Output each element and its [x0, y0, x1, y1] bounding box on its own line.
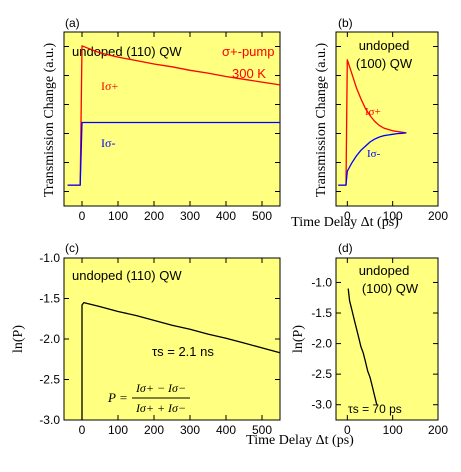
panel-a-plot-area — [63, 31, 281, 207]
formula-lhs: P = — [107, 390, 128, 405]
panel-b-series-label-sigma-minus: Iσ- — [367, 148, 381, 160]
panel-a-series-1-line — [67, 121, 280, 186]
formula-denominator: Iσ+ + Iσ− — [135, 401, 186, 415]
panel-b-series-1-line — [338, 132, 407, 186]
panel-b-annotation-line-1: undoped — [359, 38, 410, 53]
panel-d-plot-area — [335, 257, 439, 421]
panel-c: (c) undoped (110) QW τs = 2.1 ns P = Iσ+… — [11, 241, 281, 421]
panel-c-xtick-label: 400 — [216, 423, 236, 437]
panel-d-ytick-label: -2.0 — [311, 337, 332, 351]
panel-b-label: (b) — [338, 16, 353, 30]
panel-d-ytick-label: -2.5 — [311, 367, 332, 381]
panel-c-ytick-label: -2.5 — [39, 373, 60, 387]
panel-d-xtick-label: 0 — [344, 423, 351, 437]
panel-b-xtick-label: 0 — [344, 209, 351, 223]
panel-c-ytick-label: -3.0 — [39, 413, 60, 427]
panel-c-xtick-label: 300 — [180, 423, 200, 437]
panel-c-ytick-label: -2.0 — [39, 332, 60, 346]
formula-numerator: Iσ+ − Iσ− — [135, 381, 186, 395]
bottom-xlabel: Time Delay Δt (ps) — [246, 433, 354, 448]
panel-d-label: (d) — [338, 241, 353, 255]
top-xlabel: Time Delay Δt (ps) — [291, 215, 399, 230]
panel-d-ytick-label: -1.0 — [311, 275, 332, 289]
panel-d: (d) undoped (100) QW τs = 70 ps ln(P) — [291, 241, 439, 421]
panel-a-ylabel: Transmission Change (a.u.) — [42, 43, 57, 198]
panel-a-annotation-sample: undoped (110) QW — [72, 44, 182, 59]
panel-c-xtick-label: 100 — [108, 423, 128, 437]
panel-a-series-0-line — [67, 45, 281, 186]
panel-a-xtick-label: 500 — [252, 209, 272, 223]
panel-c-formula: P = Iσ+ − Iσ− Iσ+ + Iσ− — [107, 381, 190, 415]
panel-c-series-0-line — [81, 301, 281, 420]
panel-c-annotation-sample: undoped (110) QW — [72, 268, 182, 283]
panel-a-label: (a) — [65, 16, 80, 30]
panel-c-plot-area — [63, 257, 281, 421]
panel-b-series-0-line — [338, 59, 407, 186]
panel-a: (a) undoped (110) QW σ+-pump 300 K Iσ+ I… — [42, 16, 281, 207]
panel-c-xtick-label: 200 — [144, 423, 164, 437]
panel-a-xtick-label: 100 — [108, 209, 128, 223]
panel-c-xtick-label: 0 — [79, 423, 86, 437]
panel-a-xtick-label: 400 — [216, 209, 236, 223]
panel-b-xtick-label: 200 — [428, 209, 448, 223]
panel-d-annotation-tau: τs = 70 ps — [348, 402, 402, 416]
panel-b: (b) undoped (100) QW Iσ+ Iσ- Transmissio… — [314, 16, 439, 207]
panel-d-ytick-label: -1.5 — [311, 306, 332, 320]
panel-d-xtick-label: 200 — [428, 423, 448, 437]
panel-d-ytick-label: -3.0 — [311, 398, 332, 412]
panel-b-annotation-line-2: (100) QW — [356, 56, 413, 71]
panel-b-plot-area — [335, 31, 439, 207]
panel-b-ylabel: Transmission Change (a.u.) — [314, 43, 329, 198]
panel-c-annotation-tau: τs = 2.1 ns — [152, 344, 214, 359]
panel-d-ylabel: ln(P) — [291, 325, 306, 353]
panel-d-annotation-line-2: (100) QW — [362, 281, 419, 296]
panel-a-xtick-label: 0 — [79, 209, 86, 223]
panel-a-annotation-pump: σ+-pump — [222, 44, 274, 59]
panel-c-ytick-label: -1.0 — [39, 251, 60, 265]
panel-c-ylabel: ln(P) — [11, 325, 26, 353]
panel-b-xtick-label: 100 — [383, 209, 403, 223]
panel-d-xtick-label: 100 — [383, 423, 403, 437]
panel-a-annotation-temperature: 300 K — [232, 66, 266, 81]
panel-a-xtick-label: 200 — [144, 209, 164, 223]
panel-a-series-label-sigma-minus: Iσ- — [101, 136, 115, 150]
panel-d-series-0-line — [347, 288, 378, 405]
panel-d-annotation-line-1: undoped — [359, 263, 410, 278]
panel-c-xtick-label: 500 — [252, 423, 272, 437]
panel-a-xtick-label: 300 — [180, 209, 200, 223]
panel-c-ytick-label: -1.5 — [39, 292, 60, 306]
panel-a-series-label-sigma-plus: Iσ+ — [101, 79, 118, 93]
panel-c-label: (c) — [65, 241, 79, 255]
